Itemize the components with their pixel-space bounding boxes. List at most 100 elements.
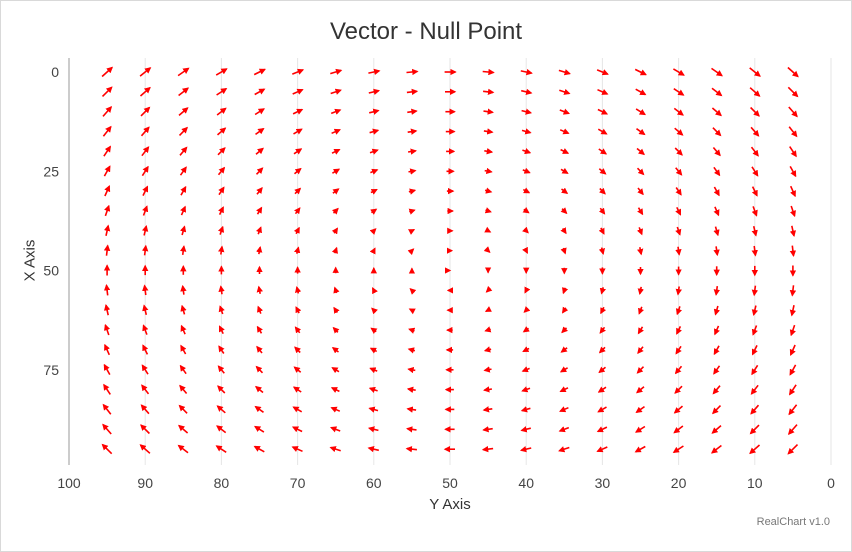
vector-arrow [559,108,570,115]
vector-arrow [405,445,417,453]
vector-arrow [600,306,607,315]
vector-arrow [520,68,533,76]
vector-arrow [215,68,228,76]
vector-arrow [140,404,150,415]
vector-arrow [295,306,302,314]
vector-arrow [674,365,683,375]
vector-arrow [104,185,111,197]
vector-arrow [751,245,758,257]
vector-arrow [596,426,608,433]
vector-arrow [637,247,644,256]
x-axis-title: Y Axis [429,496,471,513]
vector-arrow [102,125,112,137]
x-tick-label: 20 [671,475,687,491]
vector-arrow [140,126,150,137]
vector-arrow [789,285,797,297]
x-tick-label: 40 [518,475,534,491]
vector-arrow [179,384,188,395]
vector-arrow [519,446,532,453]
x-tick-label: 50 [442,475,458,491]
vector-arrow [597,128,608,135]
x-tick-label: 0 [827,475,835,491]
vector-arrow [178,87,190,97]
vector-arrow [598,168,607,175]
vector-arrow [333,286,340,294]
vector-arrow [714,325,720,336]
vector-arrow [749,87,761,97]
x-tick-label: 70 [290,475,306,491]
vector-arrow [787,86,799,98]
vector-arrow [751,206,758,217]
vector-arrow [142,205,149,216]
vector-arrow [294,326,302,334]
vector-arrow [256,345,263,354]
vector-arrow [329,446,341,453]
vector-arrow [370,327,378,334]
vector-arrow [713,246,720,257]
vector-arrow [406,68,419,76]
vector-arrow [789,324,796,337]
vector-arrow [750,106,760,117]
vector-arrow [485,285,493,293]
vector-arrow [139,67,152,77]
vector-arrow [408,208,416,215]
vector-arrow [103,244,111,256]
vector-arrow [216,405,226,414]
vector-arrow [331,347,339,354]
vector-arrow [599,287,606,295]
vector-arrow [254,405,264,413]
vector-arrow [787,444,799,455]
vector-arrow [330,88,342,95]
vector-arrow [673,405,684,414]
vector-arrow [675,286,682,296]
vector-arrow [751,305,759,317]
vector-arrow [484,187,493,194]
vector-arrow [407,148,417,155]
vector-arrow [749,67,761,77]
vector-arrow [484,167,493,175]
vector-arrow [141,244,149,256]
vector-arrow [253,68,266,76]
vector-arrow [674,385,683,394]
vector-arrow [788,126,798,138]
vector-arrow [673,88,685,96]
vector-arrow [751,226,758,237]
vector-arrow [142,344,149,355]
vector-arrow [788,384,797,396]
vector-arrow [407,248,415,256]
vector-arrow [789,245,797,257]
vector-arrow [713,186,720,197]
vector-arrow [180,324,187,335]
vector-arrow [253,445,265,453]
vector-arrow [141,146,150,157]
vector-arrow [751,364,759,376]
vector-arrow [370,208,378,215]
vector-arrow [103,303,111,316]
vector-arrow [218,325,225,335]
vector-arrow [406,386,416,393]
vector-arrow [178,107,189,117]
vector-arrow [331,227,339,235]
vector-arrow [597,108,609,115]
vector-arrow [367,426,379,433]
vector-arrow [333,306,340,314]
vector-arrow [180,304,187,315]
vector-arrow [484,148,494,155]
vector-arrow [331,367,340,374]
vector-arrow [104,323,111,336]
vector-arrow [367,446,379,453]
vector-arrow [599,326,606,334]
vector-arrow [675,226,682,236]
vector-arrow [787,66,799,78]
vector-arrow [711,107,722,117]
vector-arrow [180,245,187,256]
vector-arrow [408,308,416,315]
vector-arrow [103,284,111,296]
vector-arrow [560,207,568,215]
vector-arrow [409,288,417,295]
vector-arrow [521,88,533,95]
vector-arrow [179,166,187,176]
vector-arrow [104,343,111,356]
vector-arrow [637,187,644,196]
